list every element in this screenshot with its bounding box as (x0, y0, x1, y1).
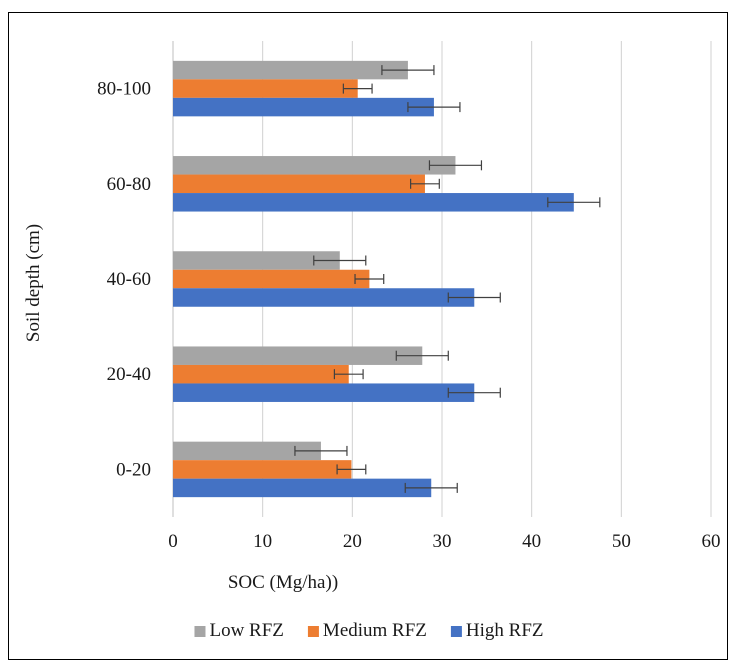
bars (173, 60, 574, 498)
bar (173, 193, 574, 212)
y-tick-label: 0-20 (116, 459, 151, 480)
legend-label: Low RFZ (209, 620, 283, 641)
x-tick-label: 50 (612, 531, 631, 552)
y-tick-label: 60-80 (107, 174, 151, 195)
legend-label: High RFZ (466, 620, 544, 641)
y-tick-label: 80-100 (97, 79, 151, 100)
y-tick-label: 20-40 (107, 364, 151, 385)
chart-frame: 0-20 20-40 40-60 60-80 80-100 0 10 20 30 40 50 60 … (8, 12, 728, 660)
y-axis-label: Soil depth (cm) (23, 224, 44, 342)
bar (173, 174, 425, 194)
legend-swatch (450, 626, 462, 637)
bar (173, 364, 349, 384)
x-tick-label: 40 (522, 531, 541, 552)
bar (173, 60, 408, 80)
x-tick-labels: 0 10 20 30 40 50 60 (168, 531, 720, 552)
legend-swatch (194, 626, 206, 637)
x-tick-label: 30 (433, 531, 452, 552)
y-tick-label: 40-60 (107, 269, 151, 290)
legend: Low RFZ Medium RFZ High RFZ (194, 620, 544, 641)
bar (173, 156, 456, 175)
gridlines (172, 41, 712, 517)
bar (173, 441, 321, 461)
x-axis-label: SOC (Mg/ha)) (228, 572, 338, 593)
bar (173, 79, 358, 98)
x-tick-label: 0 (168, 531, 178, 552)
y-tick-labels: 0-20 20-40 40-60 60-80 80-100 (97, 79, 151, 481)
bar (173, 460, 352, 479)
bar (173, 478, 432, 498)
bar (173, 288, 475, 307)
x-tick-label: 10 (253, 531, 272, 552)
bar (173, 251, 340, 270)
bar (173, 97, 434, 117)
legend-swatch (307, 626, 319, 637)
x-tick-label: 20 (343, 531, 362, 552)
bar (173, 269, 370, 289)
error-bars (294, 65, 601, 493)
x-tick-label: 60 (702, 531, 721, 552)
bar (173, 346, 423, 365)
legend-label: Medium RFZ (323, 620, 427, 641)
bar (173, 383, 475, 402)
